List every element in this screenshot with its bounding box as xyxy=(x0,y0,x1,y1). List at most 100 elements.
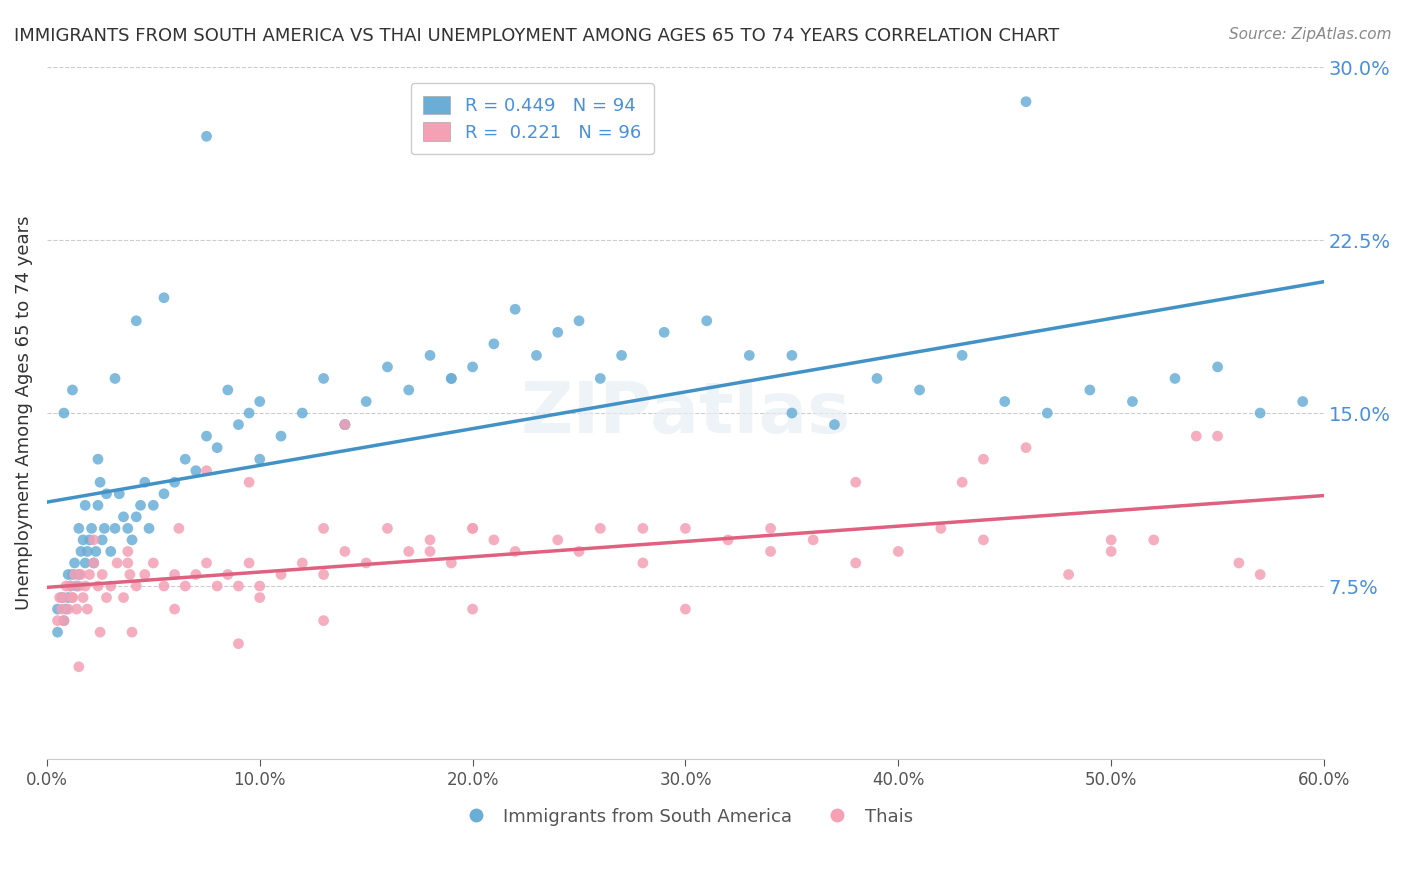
Point xyxy=(1227,556,1250,570)
Point xyxy=(112,509,135,524)
Point xyxy=(205,441,228,455)
Point xyxy=(291,406,314,420)
Point xyxy=(89,475,111,490)
Point xyxy=(354,556,377,570)
Point xyxy=(801,533,824,547)
Point xyxy=(96,487,118,501)
Point xyxy=(228,417,250,432)
Point xyxy=(67,659,90,673)
Point xyxy=(195,129,218,144)
Y-axis label: Unemployment Among Ages 65 to 74 years: Unemployment Among Ages 65 to 74 years xyxy=(15,216,32,610)
Point xyxy=(354,394,377,409)
Point xyxy=(121,625,143,640)
Point xyxy=(205,579,228,593)
Point xyxy=(72,591,94,605)
Point xyxy=(174,579,197,593)
Point xyxy=(117,521,139,535)
Point xyxy=(887,544,910,558)
Point xyxy=(96,591,118,605)
Point xyxy=(972,533,994,547)
Point xyxy=(333,417,356,432)
Point xyxy=(526,348,548,362)
Point xyxy=(52,591,75,605)
Point xyxy=(163,602,186,616)
Point xyxy=(419,533,441,547)
Point xyxy=(125,579,148,593)
Point xyxy=(845,475,868,490)
Point xyxy=(134,475,156,490)
Point xyxy=(312,521,335,535)
Point xyxy=(419,544,441,558)
Point xyxy=(461,359,484,374)
Point xyxy=(333,417,356,432)
Point xyxy=(1121,394,1143,409)
Point xyxy=(568,314,591,328)
Point xyxy=(62,567,84,582)
Point xyxy=(75,556,97,570)
Point xyxy=(142,556,165,570)
Point xyxy=(55,602,77,616)
Point xyxy=(195,429,218,443)
Point xyxy=(398,544,420,558)
Point xyxy=(117,544,139,558)
Point xyxy=(1206,359,1229,374)
Point xyxy=(52,614,75,628)
Point xyxy=(675,602,697,616)
Point xyxy=(70,544,93,558)
Point xyxy=(759,521,782,535)
Point xyxy=(93,521,115,535)
Point xyxy=(547,533,569,547)
Point xyxy=(104,521,127,535)
Point xyxy=(174,452,197,467)
Point xyxy=(125,509,148,524)
Point xyxy=(929,521,952,535)
Point xyxy=(63,567,86,582)
Point xyxy=(1249,567,1271,582)
Point xyxy=(461,602,484,616)
Point xyxy=(908,383,931,397)
Point xyxy=(59,579,82,593)
Point xyxy=(461,521,484,535)
Point xyxy=(228,579,250,593)
Point xyxy=(80,521,103,535)
Point xyxy=(440,556,463,570)
Point xyxy=(46,602,69,616)
Point xyxy=(134,567,156,582)
Point xyxy=(138,521,160,535)
Point xyxy=(118,567,141,582)
Point xyxy=(100,579,122,593)
Point xyxy=(79,567,101,582)
Point xyxy=(46,625,69,640)
Point xyxy=(153,291,176,305)
Point xyxy=(217,567,239,582)
Point xyxy=(270,567,292,582)
Legend: Immigrants from South America, Thais: Immigrants from South America, Thais xyxy=(451,800,920,833)
Point xyxy=(55,579,77,593)
Point xyxy=(48,591,70,605)
Point xyxy=(117,556,139,570)
Point xyxy=(108,487,131,501)
Point xyxy=(1078,383,1101,397)
Point xyxy=(1185,429,1208,443)
Text: ZIPatlas: ZIPatlas xyxy=(520,378,851,448)
Point xyxy=(76,602,98,616)
Point xyxy=(105,556,128,570)
Point xyxy=(312,614,335,628)
Point xyxy=(83,556,105,570)
Point xyxy=(780,406,803,420)
Point xyxy=(377,359,399,374)
Point xyxy=(503,544,526,558)
Point xyxy=(291,556,314,570)
Point xyxy=(333,544,356,558)
Point xyxy=(312,567,335,582)
Point xyxy=(87,498,110,512)
Point xyxy=(91,567,114,582)
Point xyxy=(63,556,86,570)
Point xyxy=(153,579,176,593)
Point xyxy=(87,579,110,593)
Point xyxy=(249,591,271,605)
Point xyxy=(866,371,889,385)
Point xyxy=(89,625,111,640)
Point xyxy=(84,544,107,558)
Point xyxy=(66,602,89,616)
